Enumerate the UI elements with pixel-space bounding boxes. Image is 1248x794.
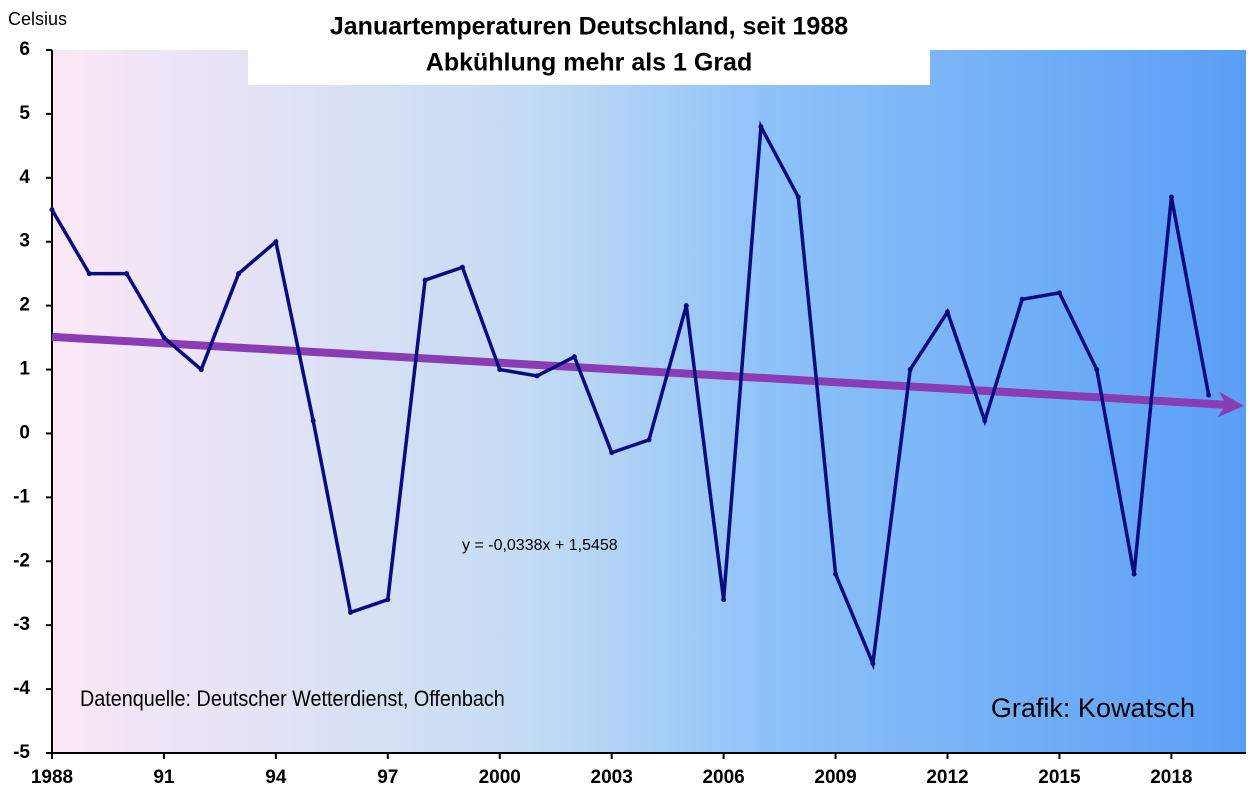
- data-point: [982, 418, 988, 424]
- data-point: [683, 303, 689, 309]
- x-tick-label: 2003: [591, 767, 633, 788]
- data-point: [870, 661, 876, 667]
- chart-subtitle: Abkühlung mehr als 1 Grad: [426, 49, 752, 77]
- data-point: [86, 271, 92, 277]
- x-tick-label: 2015: [1038, 767, 1081, 788]
- y-tick-label: 1: [19, 359, 30, 380]
- x-tick-label: 97: [377, 767, 398, 788]
- data-point: [497, 367, 503, 373]
- x-tick-label: 94: [265, 767, 287, 788]
- data-point: [236, 271, 242, 277]
- x-tick-label: 2018: [1150, 767, 1192, 788]
- data-point: [833, 571, 839, 577]
- data-point: [385, 597, 391, 603]
- y-tick-label: -2: [13, 550, 30, 571]
- x-tick-label: 91: [153, 767, 175, 788]
- data-point: [609, 450, 615, 456]
- data-line: [50, 120, 1211, 671]
- data-point: [907, 367, 913, 373]
- y-tick-label: 0: [19, 422, 30, 443]
- y-tick-label: 6: [19, 39, 30, 60]
- data-point: [758, 124, 764, 130]
- data-point: [310, 418, 316, 424]
- trend-line: [51, 332, 1244, 418]
- title-box: [248, 5, 930, 85]
- data-point: [161, 335, 167, 341]
- x-tick-label: 2000: [479, 767, 521, 788]
- data-point: [273, 239, 279, 245]
- data-point: [646, 437, 652, 443]
- y-tick-label: -5: [13, 742, 30, 763]
- y-tick-label: -3: [13, 614, 30, 635]
- x-tick-label: 2006: [702, 767, 744, 788]
- data-point: [1131, 571, 1137, 577]
- y-tick-label: -4: [13, 678, 30, 699]
- data-point: [49, 207, 55, 213]
- data-point: [422, 277, 428, 283]
- x-tick-label: 2009: [814, 767, 856, 788]
- trend-equation: y = -0,0338x + 1,5458: [462, 537, 618, 554]
- y-tick-label: 4: [19, 167, 30, 188]
- y-tick-label: 5: [19, 103, 30, 124]
- data-point: [124, 271, 130, 277]
- credit-note: Grafik: Kowatsch: [991, 693, 1195, 723]
- data-point: [348, 609, 353, 615]
- data-point: [1168, 194, 1174, 200]
- data-point: [1019, 296, 1025, 302]
- data-point: [571, 354, 577, 360]
- data-point: [1094, 367, 1100, 373]
- data-point: [534, 373, 540, 379]
- data-point: [945, 309, 950, 315]
- x-tick-label: 1988: [31, 767, 73, 788]
- y-tick-label: 3: [19, 231, 30, 252]
- plot-area: [52, 50, 1246, 753]
- chart-title: Januartemperaturen Deutschland, seit 198…: [330, 13, 848, 41]
- data-point: [795, 194, 801, 200]
- data-point: [1056, 290, 1062, 296]
- data-point: [198, 367, 204, 373]
- x-tick-label: 2012: [926, 767, 968, 788]
- data-point: [721, 597, 727, 603]
- y-axis-label: Celsius: [8, 9, 67, 29]
- data-point: [459, 264, 465, 270]
- y-tick-label: -1: [13, 486, 30, 507]
- data-point: [1206, 392, 1212, 398]
- source-note: Datenquelle: Deutscher Wetterdienst, Off…: [80, 687, 505, 711]
- y-tick-label: 2: [19, 295, 30, 316]
